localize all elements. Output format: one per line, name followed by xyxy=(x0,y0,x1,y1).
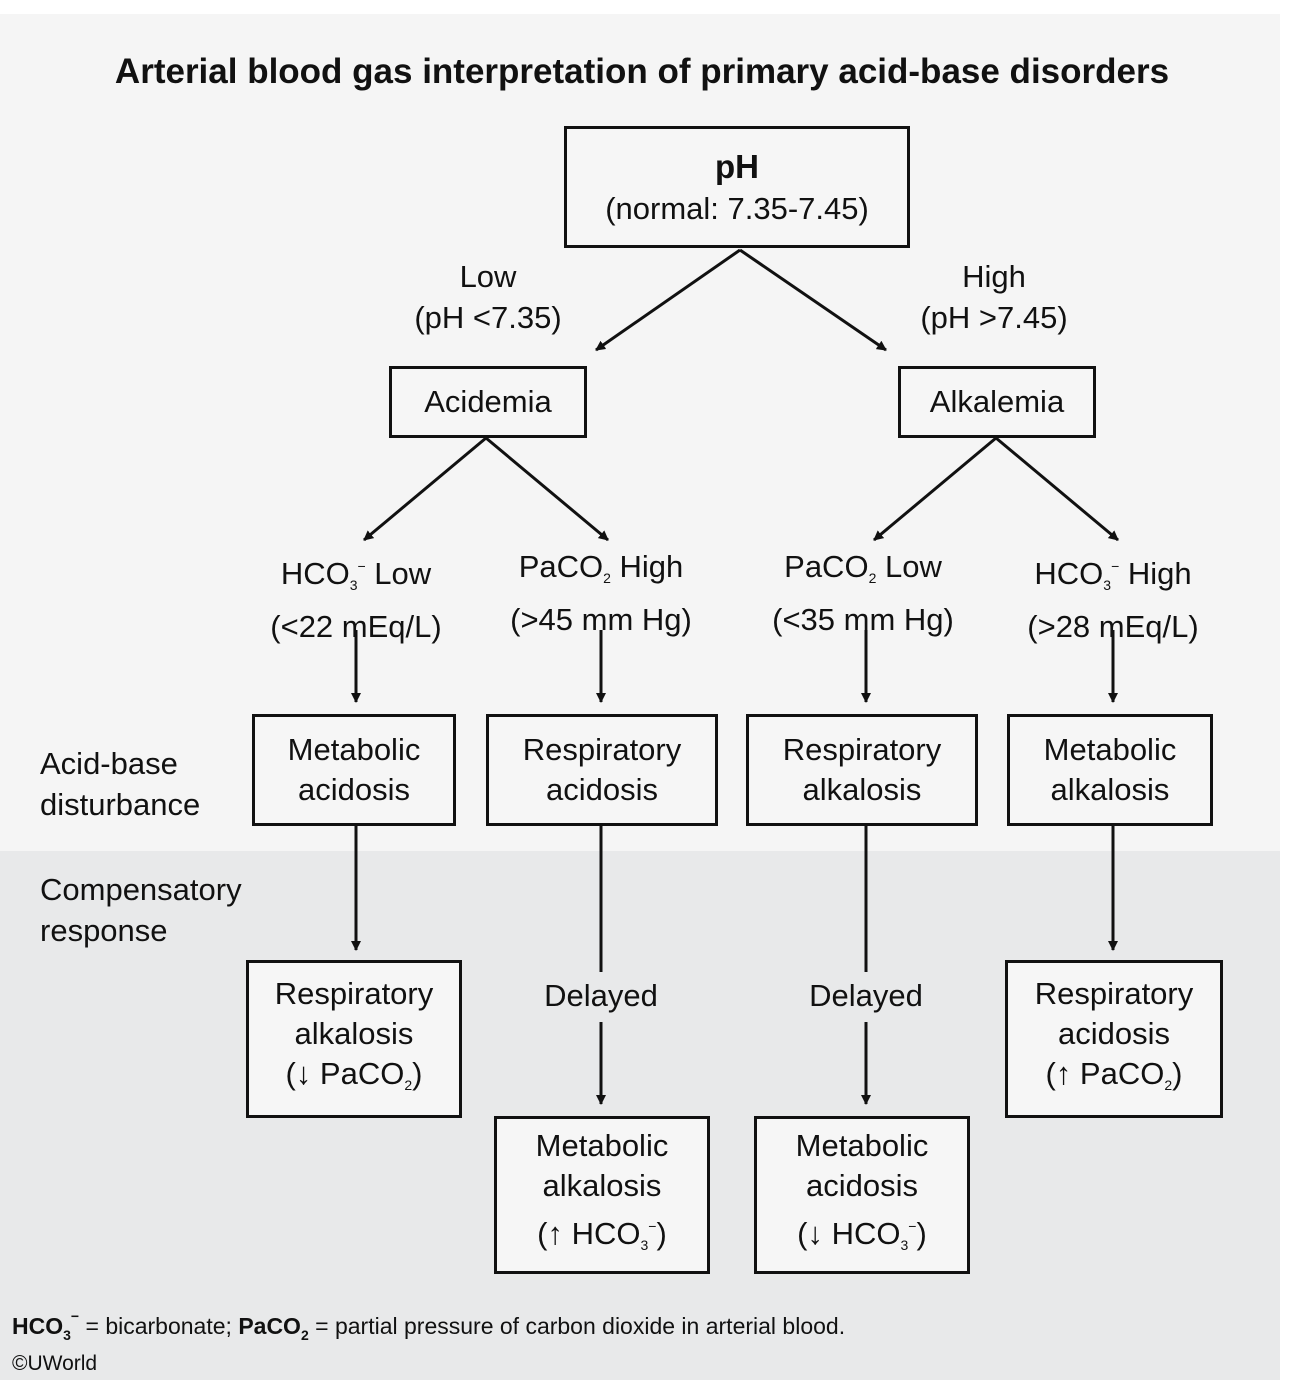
criterion-paco2-low-threshold: (<35 mm Hg) xyxy=(772,602,954,637)
arrow-acidemia-to-paco2-high xyxy=(485,436,609,542)
branch-high-line1: High xyxy=(962,259,1026,294)
respiratory-alkalosis-box: Respiratory alkalosis xyxy=(746,714,978,826)
ph-normal-range: (normal: 7.35-7.45) xyxy=(605,191,869,226)
arrow-alkalemia-to-paco2-low xyxy=(873,436,997,542)
ph-label: pH xyxy=(715,148,759,185)
criterion-hco3-high: HCO3− High (>28 mEq/L) xyxy=(993,546,1233,647)
footnote: HCO3− = bicarbonate; PaCO2 = partial pre… xyxy=(12,1308,846,1343)
criterion-paco2-high-threshold: (>45 mm Hg) xyxy=(510,602,692,637)
criterion-paco2-high: PaCO2 High (>45 mm Hg) xyxy=(481,546,721,640)
disorder-line2: alkalosis xyxy=(1050,772,1170,807)
criterion-paco2-low: PaCO2 Low (<35 mm Hg) xyxy=(743,546,983,640)
comp-line2: alkalosis xyxy=(294,1015,414,1051)
diagram-title: Arterial blood gas interpretation of pri… xyxy=(114,52,1170,91)
side-disturbance-line1: Acid-base xyxy=(40,746,178,781)
disorder-line1: Metabolic xyxy=(1043,732,1177,767)
comp-line1: Metabolic xyxy=(535,1127,669,1163)
delayed-label-right: Delayed xyxy=(776,975,956,1016)
comp-change: (↑ PaCO2) xyxy=(1045,1055,1183,1093)
side-label-compensation: Compensatory response xyxy=(40,869,242,951)
comp-respiratory-alkalosis-box: Respiratory alkalosis (↓ PaCO2) xyxy=(246,960,462,1118)
disorder-line2: acidosis xyxy=(298,772,410,807)
comp-line2: acidosis xyxy=(1058,1015,1170,1051)
ph-box: pH (normal: 7.35-7.45) xyxy=(564,126,910,248)
criterion-hco3-low: HCO3− Low (<22 mEq/L) xyxy=(236,546,476,647)
comp-respiratory-acidosis-box: Respiratory acidosis (↑ PaCO2) xyxy=(1005,960,1223,1118)
copyright: ©UWorld xyxy=(12,1352,98,1375)
disorder-line2: acidosis xyxy=(546,772,658,807)
branch-high-label: High (pH >7.45) xyxy=(886,256,1102,338)
comp-line2: alkalosis xyxy=(542,1167,662,1203)
branch-low-label: Low (pH <7.35) xyxy=(380,256,596,338)
comp-change: (↓ HCO3−) xyxy=(797,1215,927,1253)
metabolic-alkalosis-box: Metabolic alkalosis xyxy=(1007,714,1213,826)
arrow-ph-to-alkalemia xyxy=(739,248,887,352)
branch-high-line2: (pH >7.45) xyxy=(920,300,1068,335)
comp-line1: Respiratory xyxy=(274,975,434,1011)
criterion-hco3-high-threshold: (>28 mEq/L) xyxy=(1027,609,1199,644)
side-compensation-line1: Compensatory xyxy=(40,872,242,907)
comp-metabolic-alkalosis-box: Metabolic alkalosis (↑ HCO3−) xyxy=(494,1116,710,1274)
acidemia-box: Acidemia xyxy=(389,366,587,438)
comp-line2: acidosis xyxy=(806,1167,918,1203)
respiratory-acidosis-box: Respiratory acidosis xyxy=(486,714,718,826)
comp-change: (↑ HCO3−) xyxy=(537,1215,667,1253)
comp-change: (↓ PaCO2) xyxy=(285,1055,423,1093)
disorder-line1: Respiratory xyxy=(522,732,682,767)
alkalemia-label: Alkalemia xyxy=(929,384,1065,419)
disorder-line1: Respiratory xyxy=(782,732,942,767)
arrow-acidemia-to-hco3-low xyxy=(363,436,487,542)
comp-line1: Respiratory xyxy=(1034,975,1194,1011)
comp-line1: Metabolic xyxy=(795,1127,929,1163)
comp-metabolic-acidosis-box: Metabolic acidosis (↓ HCO3−) xyxy=(754,1116,970,1274)
disorder-line2: alkalosis xyxy=(802,772,922,807)
acidemia-label: Acidemia xyxy=(424,384,552,419)
arrow-ph-to-acidemia xyxy=(595,248,741,352)
delayed-label-left: Delayed xyxy=(511,975,691,1016)
disorder-line1: Metabolic xyxy=(287,732,421,767)
criterion-hco3-low-threshold: (<22 mEq/L) xyxy=(270,609,442,644)
side-compensation-line2: response xyxy=(40,913,168,948)
alkalemia-box: Alkalemia xyxy=(898,366,1096,438)
side-disturbance-line2: disturbance xyxy=(40,787,201,822)
arrow-alkalemia-to-hco3-high xyxy=(995,436,1119,542)
metabolic-acidosis-box: Metabolic acidosis xyxy=(252,714,456,826)
branch-low-line2: (pH <7.35) xyxy=(414,300,562,335)
branch-low-line1: Low xyxy=(459,259,517,294)
side-label-disturbance: Acid-base disturbance xyxy=(40,743,200,825)
